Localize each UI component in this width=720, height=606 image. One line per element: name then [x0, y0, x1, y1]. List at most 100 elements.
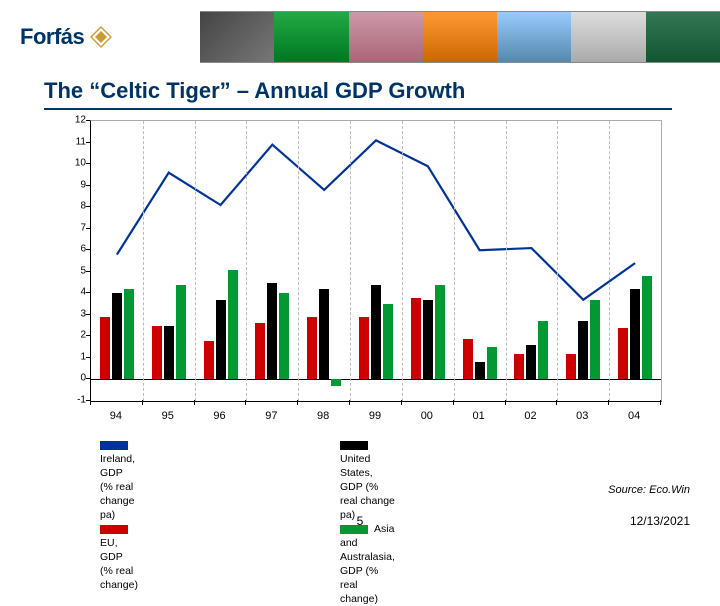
- y-tick-label: 3: [60, 308, 86, 319]
- x-tick-label: 94: [110, 410, 122, 422]
- x-tick: [556, 400, 557, 405]
- legend-item: EU, GDP (% real change): [100, 522, 138, 592]
- bar: [383, 304, 393, 379]
- page-number: 5: [357, 514, 364, 528]
- x-tick: [90, 400, 91, 405]
- x-tick-label: 02: [524, 410, 536, 422]
- source-label: Source: Eco.Win: [608, 484, 690, 496]
- bar: [371, 285, 381, 380]
- x-tick: [505, 400, 506, 405]
- logo-text: Forfás: [20, 24, 84, 50]
- x-tick-label: 04: [628, 410, 640, 422]
- grid-line: [195, 121, 196, 401]
- bar: [124, 289, 134, 379]
- bar: [475, 362, 485, 379]
- gdp-chart: -101234567891011129495969798990001020304: [60, 120, 660, 450]
- bar: [164, 326, 174, 380]
- x-tick: [453, 400, 454, 405]
- bar: [152, 326, 162, 380]
- y-tick-label: 0: [60, 373, 86, 384]
- bar: [590, 300, 600, 380]
- bar: [526, 345, 536, 379]
- y-tick-label: 8: [60, 201, 86, 212]
- x-tick-label: 95: [162, 410, 174, 422]
- legend-swatch: [340, 441, 368, 450]
- title-underline: [44, 108, 672, 110]
- x-tick: [142, 400, 143, 405]
- y-tick-label: 11: [60, 136, 86, 147]
- x-tick-label: 97: [265, 410, 277, 422]
- grid-line: [454, 121, 455, 401]
- x-tick-label: 01: [473, 410, 485, 422]
- footer-date: 12/13/2021: [630, 514, 690, 528]
- y-tick-label: 1: [60, 351, 86, 362]
- grid-line: [350, 121, 351, 401]
- legend-label: Ireland, GDP (% real change pa): [100, 453, 135, 521]
- bar: [642, 276, 652, 379]
- bar: [359, 317, 369, 379]
- x-tick-label: 00: [421, 410, 433, 422]
- bar: [279, 293, 289, 379]
- logo-diamond-icon: [90, 26, 112, 48]
- x-tick-label: 96: [213, 410, 225, 422]
- grid-line: [557, 121, 558, 401]
- bar: [566, 354, 576, 380]
- zero-line: [91, 379, 661, 380]
- bar: [112, 293, 122, 379]
- bar: [216, 300, 226, 380]
- bar: [176, 285, 186, 380]
- bar: [267, 283, 277, 380]
- bar: [411, 298, 421, 380]
- y-tick-label: 9: [60, 179, 86, 190]
- legend-item: Asia and Australasia, GDP (% real change…: [340, 522, 395, 606]
- x-tick: [297, 400, 298, 405]
- bar: [618, 328, 628, 380]
- x-tick: [608, 400, 609, 405]
- bar: [228, 270, 238, 380]
- y-tick-label: 10: [60, 158, 86, 169]
- bar: [514, 354, 524, 380]
- grid-line: [609, 121, 610, 401]
- x-tick: [401, 400, 402, 405]
- grid-line: [506, 121, 507, 401]
- bar: [538, 321, 548, 379]
- header-band: Forfás: [0, 12, 720, 62]
- grid-line: [402, 121, 403, 401]
- bar: [423, 300, 433, 380]
- x-tick-label: 03: [576, 410, 588, 422]
- grid-line: [143, 121, 144, 401]
- legend-swatch: [100, 525, 128, 534]
- x-tick: [660, 400, 661, 405]
- grid-line: [246, 121, 247, 401]
- bar: [307, 317, 317, 379]
- x-tick: [194, 400, 195, 405]
- legend-label: Asia and Australasia, GDP (% real change…: [340, 523, 395, 605]
- legend-label: United States, GDP (% real change pa): [340, 453, 395, 521]
- plot-area: [90, 120, 662, 402]
- bar: [487, 347, 497, 379]
- y-tick-label: 4: [60, 287, 86, 298]
- bar: [100, 317, 110, 379]
- y-tick-label: -1: [60, 395, 86, 406]
- bar: [331, 379, 341, 385]
- bar: [204, 341, 214, 380]
- bar: [630, 289, 640, 379]
- x-tick: [245, 400, 246, 405]
- y-tick-label: 2: [60, 330, 86, 341]
- grid-line: [298, 121, 299, 401]
- bar: [319, 289, 329, 379]
- legend-swatch: [340, 525, 368, 534]
- x-tick-label: 99: [369, 410, 381, 422]
- y-tick-label: 5: [60, 265, 86, 276]
- y-tick-label: 12: [60, 115, 86, 126]
- logo: Forfás: [0, 24, 200, 50]
- page-title: The “Celtic Tiger” – Annual GDP Growth: [44, 78, 465, 104]
- banner-strip: [200, 11, 720, 63]
- y-tick-label: 6: [60, 244, 86, 255]
- x-tick: [349, 400, 350, 405]
- bar: [435, 285, 445, 380]
- bar: [578, 321, 588, 379]
- x-tick-label: 98: [317, 410, 329, 422]
- bar: [463, 339, 473, 380]
- legend-label: EU, GDP (% real change): [100, 537, 138, 591]
